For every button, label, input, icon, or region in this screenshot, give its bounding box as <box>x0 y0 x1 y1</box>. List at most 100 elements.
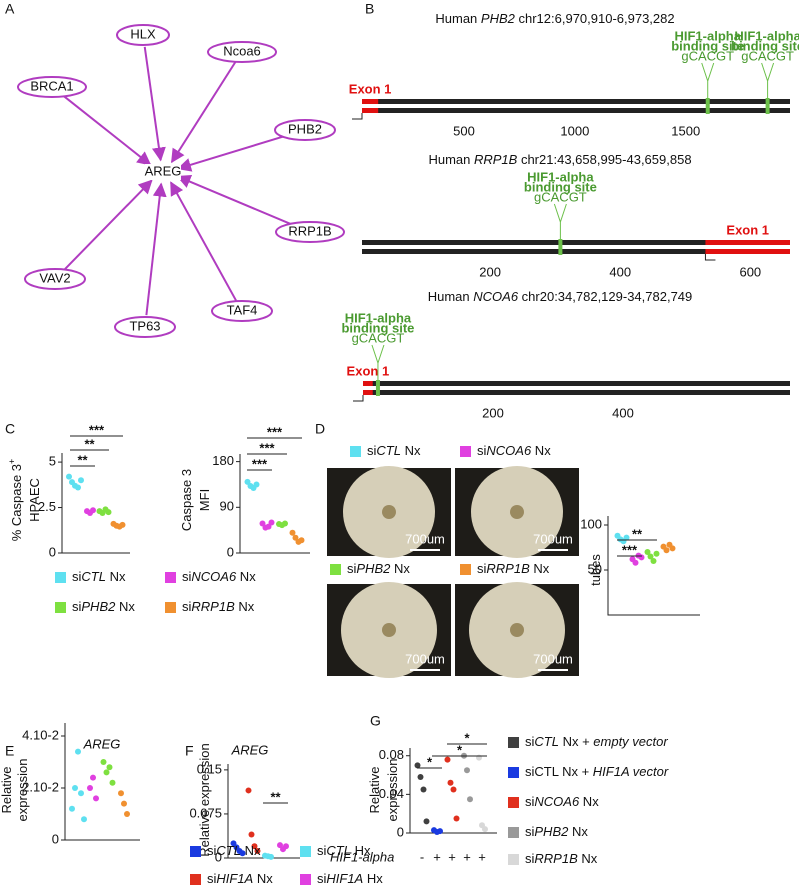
legend-label-part: Nx + <box>559 734 593 749</box>
legend-swatch <box>460 446 471 457</box>
y-tick-label: 0 <box>227 544 234 559</box>
node <box>17 76 87 98</box>
track-line <box>362 240 790 245</box>
legend-label-part: HIF1A vector <box>593 764 669 779</box>
dot <box>650 558 657 564</box>
track-title-part: chr12:6,970,910-6,973,282 <box>515 11 675 26</box>
legend-label: siRRP1B Nx <box>477 561 550 576</box>
dot <box>87 785 93 791</box>
legend-swatch <box>508 827 519 838</box>
dot <box>467 796 473 803</box>
x-tick-label: 1500 <box>671 123 700 138</box>
legend-label: siCTL Hx <box>317 843 371 858</box>
track-title-part: Human <box>428 152 474 167</box>
dot <box>124 811 130 817</box>
legend-label: siCTL Nx <box>207 843 261 858</box>
y-axis-label-part: Caspase 3 <box>179 469 194 531</box>
dot <box>437 828 443 835</box>
site-label: HIF1-alpha <box>345 310 412 325</box>
legend-label-part: si <box>317 843 327 858</box>
track-title-part: RRP1B <box>474 152 518 167</box>
x-tick-label: 500 <box>453 123 475 138</box>
panel-label: B <box>365 1 374 17</box>
legend-label-part: RRP1B <box>534 851 578 866</box>
dot <box>482 826 488 833</box>
row-sign: - <box>420 849 424 864</box>
legend-label-part: HIF1A <box>326 871 363 886</box>
site-label: binding site <box>524 179 597 194</box>
y-axis-label-part: expression <box>15 759 30 822</box>
y-axis-label-part: tubes <box>588 554 603 586</box>
site-label: HIF1-alpha <box>734 28 799 43</box>
dot <box>289 529 296 536</box>
dot <box>75 748 81 755</box>
dot <box>453 815 460 822</box>
y-axis-label-part: Relative <box>367 767 382 814</box>
dot <box>248 831 255 838</box>
legend-label-part: si <box>72 569 82 584</box>
y-axis-label: % Caspase 3+ <box>7 459 24 542</box>
center-label: AREG <box>145 163 182 178</box>
legend-label-part: Nx <box>579 794 599 809</box>
legend-label-part: Nx <box>236 569 256 584</box>
dot <box>69 805 75 812</box>
legend-label-part: si <box>525 794 535 809</box>
legend-swatch <box>350 446 361 457</box>
site <box>375 380 380 396</box>
sig-label: ** <box>632 526 643 541</box>
dot <box>66 473 72 480</box>
track-title-part: NCOA6 <box>473 289 519 304</box>
legend-swatch <box>460 564 471 575</box>
legend-label-part: si <box>182 569 192 584</box>
site-label: HIF1-alpha <box>674 28 741 43</box>
photos <box>327 466 579 678</box>
legend-label-part: si <box>477 443 487 458</box>
dot <box>450 786 457 793</box>
tss-arrow <box>704 254 716 261</box>
y-tick-label: 0.15 <box>197 761 222 776</box>
site <box>705 98 710 114</box>
dot <box>268 853 274 860</box>
legend-label-part: Nx <box>241 843 261 858</box>
y-axis-label-part: MFI <box>197 489 212 511</box>
site-label: gCACGT <box>534 189 587 204</box>
track-line <box>362 249 790 254</box>
site-pointer <box>701 62 715 99</box>
y-axis-label: Relative <box>367 767 382 814</box>
tss-arrow <box>352 113 363 120</box>
y-tick-label: 0.08 <box>379 747 404 762</box>
track-title: Human PHB2 chr12:6,970,910-6,973,282 <box>435 11 674 26</box>
x-tick-label: 600 <box>739 264 761 279</box>
dot <box>669 545 676 552</box>
legend-swatch <box>508 737 519 748</box>
track-title-part: chr20:34,782,129-34,782,749 <box>518 289 692 304</box>
legend-label-part: CTL <box>81 569 106 584</box>
node <box>116 24 170 46</box>
y-tick-label: 5 <box>49 454 56 469</box>
node <box>24 268 86 290</box>
panel-label: A <box>5 1 15 17</box>
dot <box>414 762 421 769</box>
node-label: RRP1B <box>288 223 331 238</box>
legend-label-part: CTL <box>326 843 351 858</box>
dot <box>444 756 451 763</box>
y-tick-label: 2.5 <box>38 499 56 514</box>
x-tick-label: 400 <box>612 405 634 420</box>
dot <box>638 554 645 561</box>
dot <box>100 759 107 765</box>
y-axis-label: MFI <box>197 489 212 511</box>
sig-label: ** <box>77 452 88 467</box>
dot <box>423 818 430 825</box>
legend-label-part: NCOA6 <box>486 443 532 458</box>
sig-label: *** <box>89 422 105 437</box>
y-axis-label-part: expression <box>385 759 400 822</box>
dot <box>254 847 261 854</box>
legend-label-part: Nx <box>531 443 551 458</box>
legend-label-part: si <box>525 734 535 749</box>
y-axis-label-part: HPAEC <box>27 478 42 522</box>
legend-label-part: empty vector <box>593 734 668 749</box>
y-tick-label: 90 <box>220 499 234 514</box>
row-label: HIF1-alpha <box>330 849 394 864</box>
legend-label-part: NCOA6 <box>191 569 237 584</box>
legend-label: siRRP1B Nx <box>525 851 598 866</box>
